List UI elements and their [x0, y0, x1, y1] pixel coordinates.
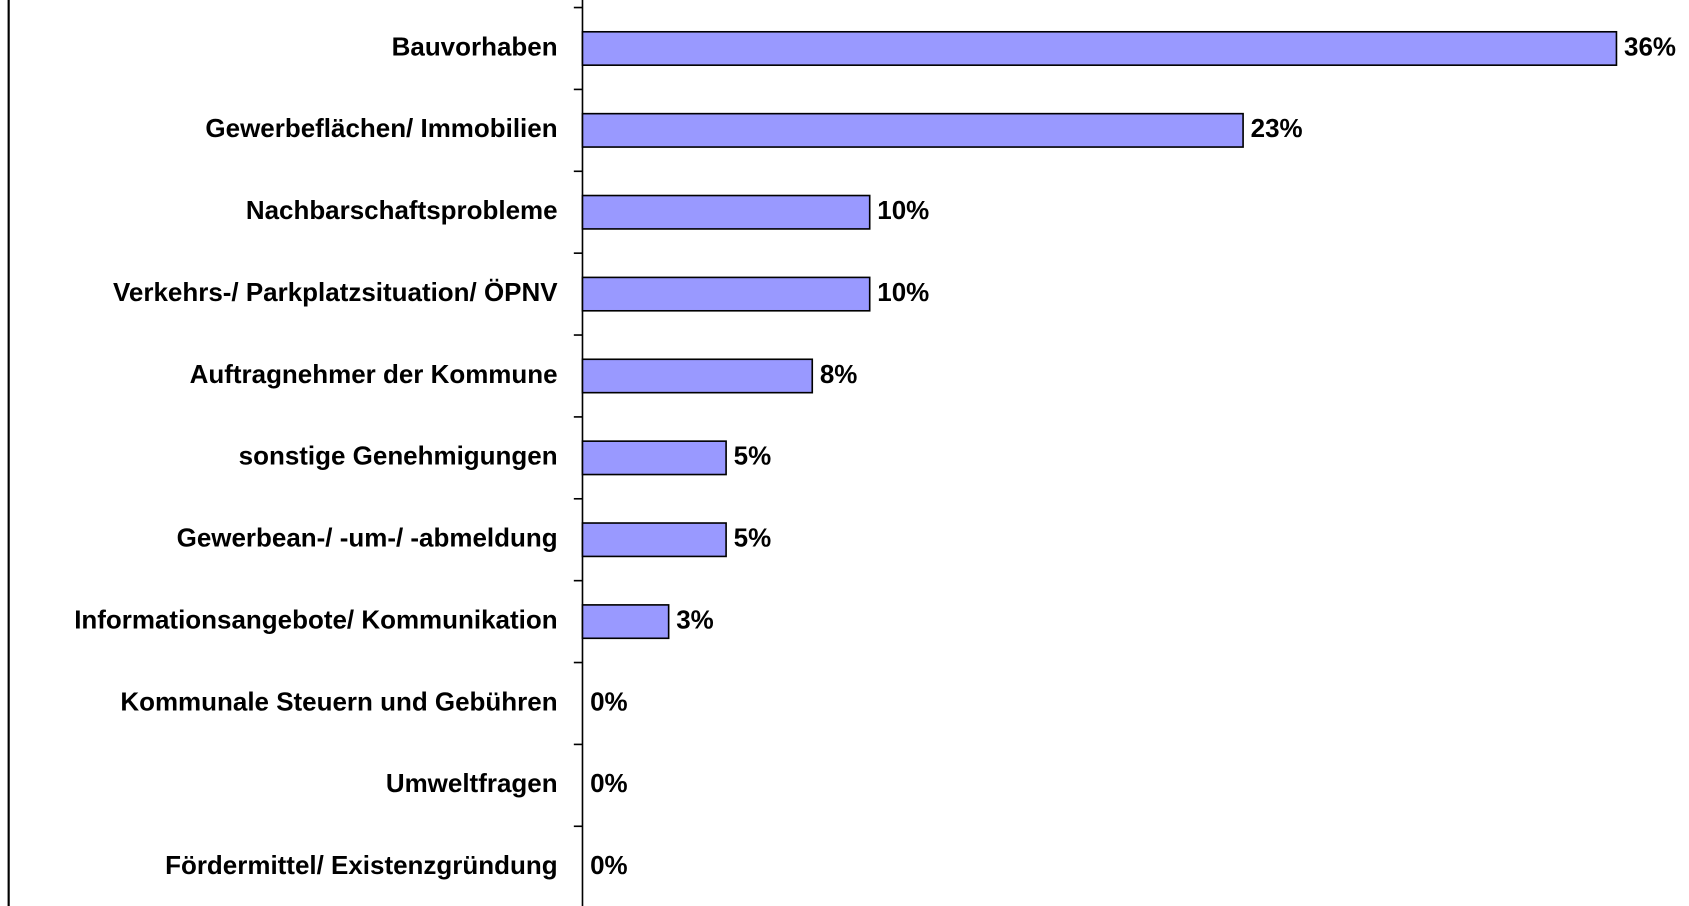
bar — [581, 112, 1244, 148]
category-label: Kommunale Steuern und Gebühren — [120, 688, 557, 716]
value-label: 0% — [590, 688, 628, 716]
value-label: 5% — [734, 443, 772, 471]
bar — [581, 276, 871, 312]
value-label: 3% — [676, 606, 714, 634]
category-label: Gewerbeflächen/ Immobilien — [205, 115, 557, 143]
value-label: 36% — [1624, 33, 1676, 61]
bar — [581, 194, 871, 230]
value-label: 0% — [590, 770, 628, 798]
bar — [581, 440, 727, 476]
category-label: Auftragnehmer der Kommune — [190, 361, 558, 389]
value-label: 10% — [877, 197, 929, 225]
category-label: sonstige Genehmigungen — [239, 443, 558, 471]
category-label: Fördermittel/ Existenzgründung — [165, 852, 557, 880]
category-label: Verkehrs-/ Parkplatzsituation/ ÖPNV — [113, 278, 558, 307]
category-label: Informationsangebote/ Kommunikation — [74, 606, 557, 634]
bar — [581, 358, 814, 394]
value-label: 23% — [1251, 115, 1303, 143]
value-label: 10% — [877, 279, 929, 307]
category-label: Umweltfragen — [386, 770, 558, 798]
value-label: 8% — [820, 361, 858, 389]
bar — [581, 522, 727, 558]
bar — [581, 604, 670, 640]
value-label: 5% — [734, 525, 772, 553]
category-label: Gewerbean-/ -um-/ -abmeldung — [177, 525, 558, 553]
value-label: 0% — [590, 852, 628, 880]
bar — [581, 30, 1618, 66]
category-label: Bauvorhaben — [392, 33, 558, 61]
category-label: Nachbarschaftsprobleme — [246, 197, 558, 225]
